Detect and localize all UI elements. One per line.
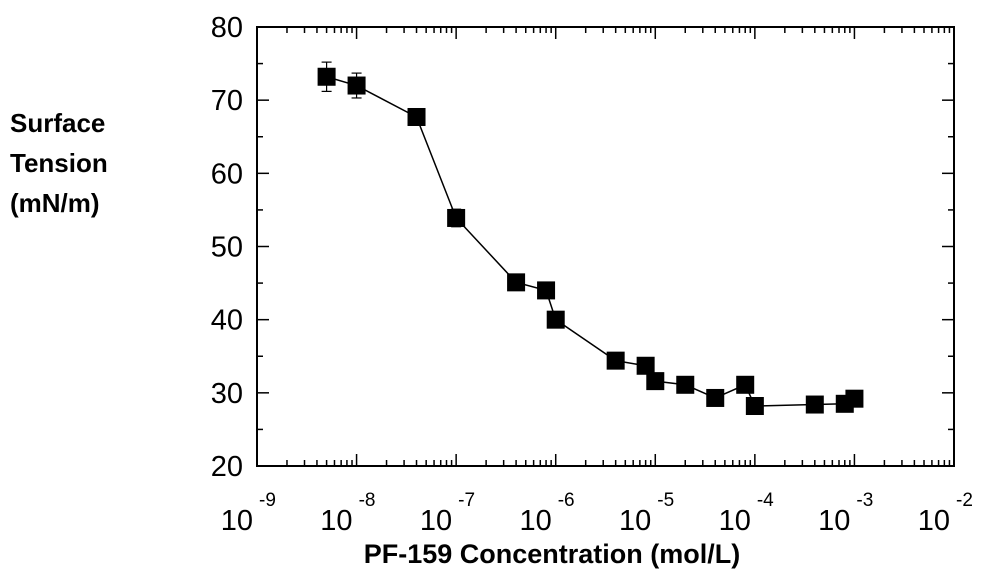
data-point-marker [646, 372, 665, 391]
data-point-marker [447, 208, 466, 227]
data-point-marker [407, 107, 426, 126]
x-axis-label: PF-159 Concentration (mol/L) [364, 539, 741, 569]
x-tick-label-exponent: -8 [359, 490, 376, 511]
x-tick-label-base: 10 [818, 505, 850, 537]
data-point-marker [676, 375, 695, 394]
y-tick-label: 60 [211, 158, 243, 190]
y-tick-label: 80 [211, 12, 243, 44]
x-tick-label-base: 10 [221, 505, 253, 537]
x-tick-label-exponent: -7 [458, 490, 475, 511]
data-point-marker [745, 397, 764, 416]
data-point-marker [546, 310, 565, 329]
data-point-marker [507, 273, 526, 292]
y-tick-label: 20 [211, 451, 243, 483]
x-tick-label-exponent: -4 [757, 490, 774, 511]
data-point-marker [736, 375, 755, 394]
x-tick-label-exponent: -6 [558, 490, 575, 511]
y-tick-label: 70 [211, 85, 243, 117]
series-line [326, 76, 855, 407]
axis-ticks [257, 27, 954, 466]
x-tick-label-base: 10 [320, 505, 352, 537]
x-tick-label-exponent: -5 [657, 490, 674, 511]
x-tick-label-exponent: -3 [856, 490, 873, 511]
data-point-marker [606, 351, 625, 370]
data-point-marker [706, 388, 725, 407]
y-axis-label-line-3: (mN/m) [10, 188, 100, 218]
x-tick-label-base: 10 [619, 505, 651, 537]
y-axis-label-line-2: Tension [10, 148, 108, 178]
data-point-marker [636, 356, 655, 375]
data-point-marker [845, 389, 864, 408]
error-bar-layer [321, 61, 860, 409]
y-axis-label-line-1: Surface [10, 108, 105, 138]
y-tick-label: 30 [211, 378, 243, 410]
x-tick-labels: 10 -9 10 -8 10 -7 10 -6 10 -5 10 -4 10 -3 10 -2 [221, 490, 973, 537]
x-tick-label-base: 10 [519, 505, 551, 537]
y-tick-labels: 20 30 40 50 60 70 80 [211, 12, 243, 483]
marker-layer [317, 67, 864, 416]
data-point-marker [805, 395, 824, 414]
data-point-marker [347, 76, 366, 95]
series-line-layer [326, 76, 855, 407]
x-tick-label-exponent: -9 [259, 490, 276, 511]
x-tick-label-base: 10 [918, 505, 950, 537]
x-tick-label-exponent: -2 [956, 490, 973, 511]
data-point-marker [537, 281, 556, 300]
x-tick-label-base: 10 [420, 505, 452, 537]
y-tick-label: 40 [211, 305, 243, 337]
y-tick-label: 50 [211, 232, 243, 264]
x-tick-label-base: 10 [719, 505, 751, 537]
data-point-marker [317, 67, 336, 86]
